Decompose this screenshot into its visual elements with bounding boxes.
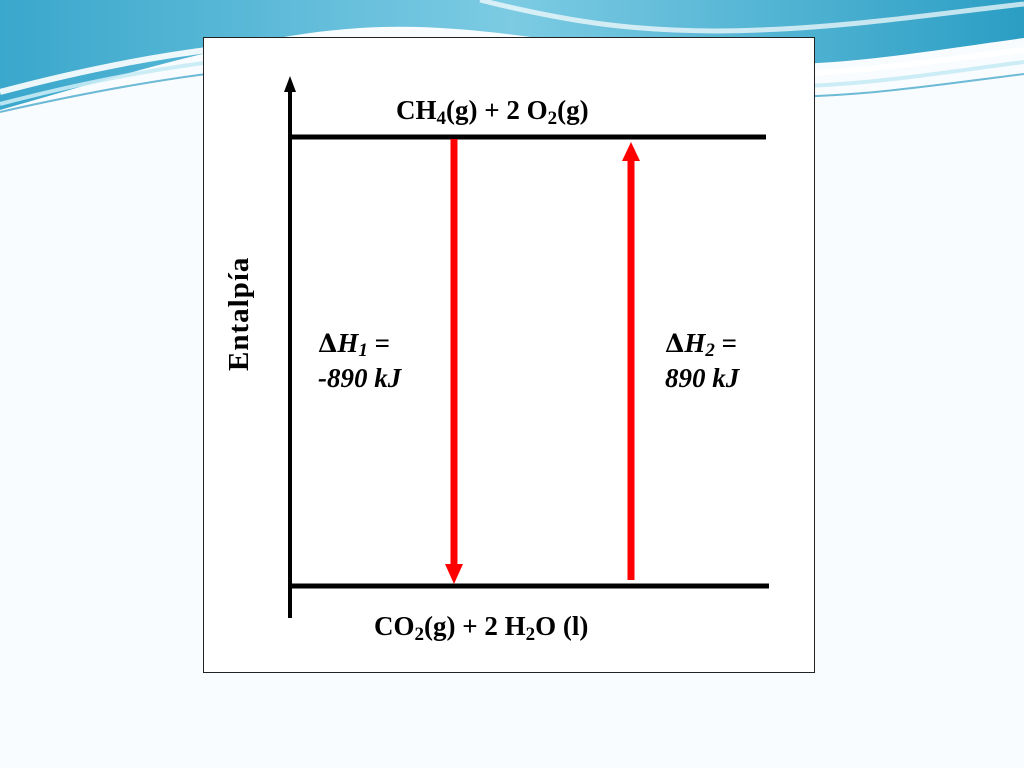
reactant-o-state: (g) [557, 95, 589, 125]
enthalpy-axis-arrowhead [284, 76, 296, 92]
dh2-label: ΔH2 = 890 kJ [665, 326, 739, 395]
reactant-state-text: (g) + 2 O [446, 95, 548, 125]
dh1-equals: = [367, 328, 391, 358]
enthalpy-axis-label: Entalpía [223, 256, 255, 371]
dh2-arrowhead-up [622, 142, 640, 161]
dh2-equation: ΔH2 = [665, 326, 739, 361]
enthalpy-diagram-panel: CH4(g) + 2 O2(g) CO2(g) + 2 H2O (l) Enta… [203, 37, 815, 673]
reactant-ch-text: CH [396, 95, 437, 125]
dh1-h: H [337, 328, 359, 358]
dh2-variable: H2 [684, 328, 715, 361]
reactant-ch-subscript: 4 [436, 108, 447, 129]
dh1-subscript: 1 [358, 340, 368, 361]
dh2-equals: = [714, 328, 738, 358]
dh2-delta-symbol: Δ [665, 329, 685, 358]
dh1-delta-symbol: Δ [318, 329, 338, 358]
reactants-label: CH4(g) + 2 O2(g) [396, 94, 589, 129]
dh1-value: -890 kJ [318, 363, 402, 393]
enthalpy-diagram [284, 76, 769, 618]
product-h-subscript: 2 [525, 624, 536, 645]
dh2-h: H [684, 328, 706, 358]
dh1-label: ΔH1 = -890 kJ [318, 326, 401, 395]
product-water-state: O (l) [535, 611, 589, 641]
dh1-arrowhead-down [445, 564, 463, 584]
product-co-text: CO [374, 611, 415, 641]
reactant-o-subscript: 2 [547, 108, 558, 129]
dh1-variable: H1 [337, 328, 368, 361]
dh2-value: 890 kJ [665, 363, 740, 393]
product-state-text: (g) + 2 H [424, 611, 526, 641]
product-co-subscript: 2 [414, 624, 425, 645]
dh1-equation: ΔH1 = [318, 326, 401, 361]
dh2-subscript: 2 [705, 340, 715, 361]
products-label: CO2(g) + 2 H2O (l) [374, 610, 589, 645]
